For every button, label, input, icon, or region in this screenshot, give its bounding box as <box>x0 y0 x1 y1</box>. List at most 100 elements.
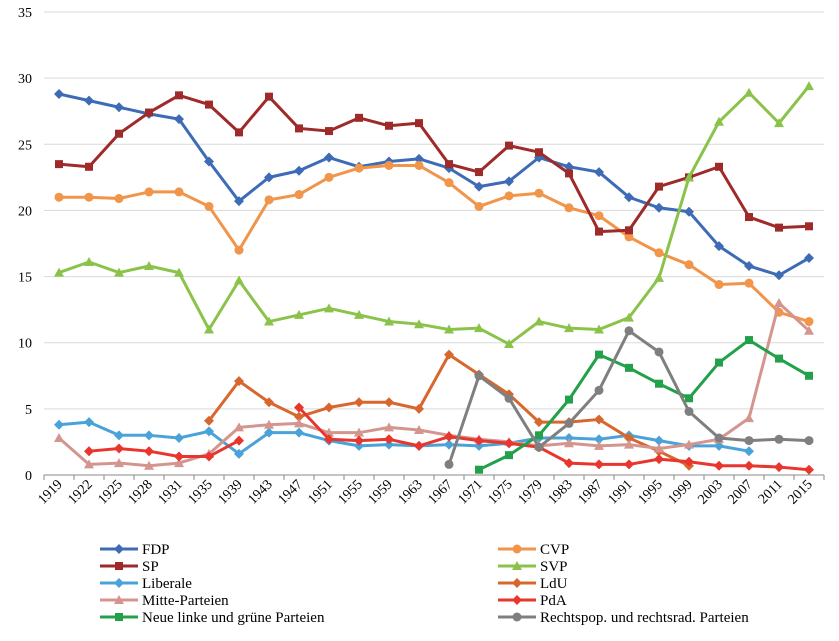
data-point <box>624 192 634 203</box>
x-tick-label: 1963 <box>395 477 425 507</box>
y-tick-label: 35 <box>18 6 32 21</box>
legend-item: FDP <box>100 542 170 558</box>
x-tick-label: 1947 <box>275 477 305 507</box>
data-point <box>564 323 574 333</box>
data-point <box>565 395 573 404</box>
legend-label: CVP <box>540 542 569 558</box>
data-point <box>624 232 634 242</box>
x-tick-label: 1967 <box>425 477 455 507</box>
data-point <box>264 427 274 438</box>
x-tick-label: 1943 <box>245 477 275 507</box>
data-point <box>174 114 184 125</box>
x-tick-label: 1955 <box>335 477 365 507</box>
data-point <box>234 422 244 432</box>
x-tick-label: 1919 <box>35 477 65 507</box>
data-point <box>654 454 664 465</box>
data-point <box>144 460 154 470</box>
legend-marker <box>115 613 123 621</box>
series-9 <box>444 326 814 469</box>
x-tick-label: 1959 <box>365 477 395 507</box>
data-point <box>504 393 514 403</box>
y-tick-label: 0 <box>25 469 32 484</box>
data-point <box>115 129 123 138</box>
data-point <box>744 87 754 97</box>
data-point <box>414 160 424 170</box>
data-point <box>145 108 153 117</box>
data-point <box>414 319 424 329</box>
data-point <box>204 324 214 334</box>
series-line <box>58 92 810 277</box>
data-point <box>594 459 604 470</box>
data-point <box>234 275 244 285</box>
data-point <box>564 458 574 469</box>
data-point <box>655 379 663 388</box>
data-point <box>685 394 693 403</box>
data-point <box>324 402 334 413</box>
x-tick-label: 1935 <box>185 477 215 507</box>
data-point <box>144 187 154 197</box>
data-point <box>294 309 304 319</box>
data-point <box>384 434 394 445</box>
x-tick-label: 1987 <box>575 477 605 507</box>
data-point <box>714 460 724 471</box>
data-point <box>744 278 754 288</box>
data-point <box>54 267 64 277</box>
data-point <box>505 141 513 150</box>
data-point <box>714 116 724 126</box>
legend-item: Liberale <box>100 576 192 592</box>
data-point <box>84 192 94 202</box>
data-point <box>444 178 454 188</box>
data-point <box>744 446 754 457</box>
x-tick-label: 1995 <box>635 477 665 507</box>
data-point <box>714 433 724 443</box>
data-point <box>85 162 93 171</box>
y-tick-label: 30 <box>18 72 32 87</box>
series-line <box>59 163 810 323</box>
data-point <box>444 324 454 334</box>
legend-item: LdU <box>498 576 568 592</box>
data-point <box>144 446 154 457</box>
data-point <box>84 459 94 469</box>
data-point <box>294 427 304 438</box>
data-point <box>715 162 723 171</box>
data-point <box>774 118 784 128</box>
legend-marker <box>114 544 124 554</box>
data-point <box>564 203 574 213</box>
legend-marker <box>512 612 522 622</box>
x-tick-label: 2015 <box>785 477 815 507</box>
data-point <box>745 213 753 222</box>
data-point <box>654 435 664 446</box>
data-point <box>684 172 694 182</box>
legend-label: FDP <box>142 542 170 558</box>
x-tick-label: 2011 <box>756 477 786 507</box>
data-point <box>294 411 304 422</box>
data-point <box>385 121 393 130</box>
y-tick-label: 5 <box>25 403 32 418</box>
data-point <box>804 436 814 446</box>
data-point <box>204 451 214 462</box>
data-point <box>744 260 754 271</box>
data-point <box>54 192 64 202</box>
data-point <box>444 439 454 450</box>
data-point <box>265 92 273 101</box>
data-point <box>324 434 334 445</box>
data-point <box>625 226 633 235</box>
data-point <box>684 260 694 270</box>
data-point <box>294 190 304 200</box>
legend-marker <box>114 578 124 588</box>
series-3 <box>54 81 814 349</box>
series-line <box>58 301 811 468</box>
data-point <box>474 181 484 192</box>
y-axis: 0 5 10 15 20 25 30 35 <box>18 6 32 484</box>
data-point <box>234 196 244 207</box>
data-point <box>175 91 183 100</box>
data-point <box>534 442 544 452</box>
data-point <box>445 160 453 169</box>
data-point <box>564 161 574 172</box>
data-point <box>745 336 753 345</box>
x-tick-label: 1931 <box>155 477 185 507</box>
data-point <box>625 363 633 372</box>
data-point <box>234 376 244 387</box>
data-point <box>235 128 243 137</box>
